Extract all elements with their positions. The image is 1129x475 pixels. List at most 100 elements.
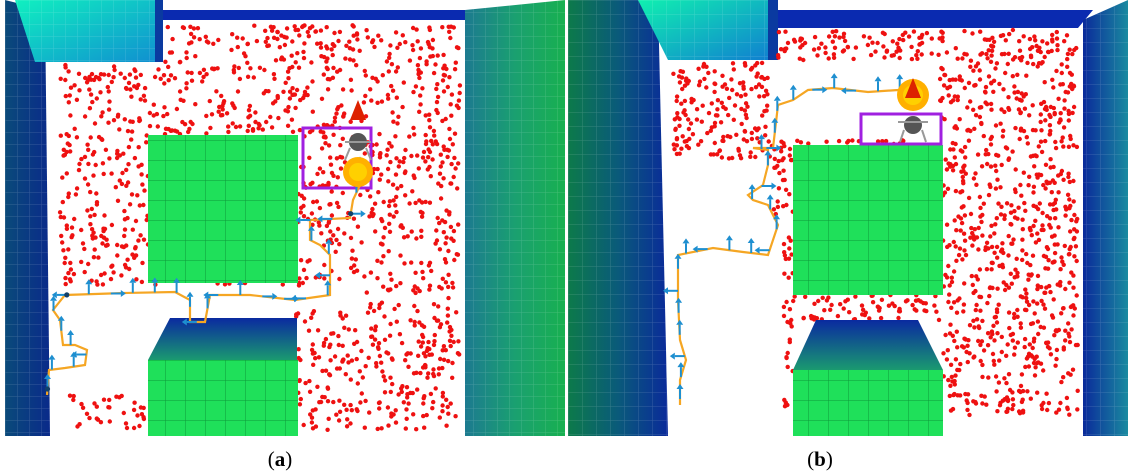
cloud-point xyxy=(1023,287,1028,292)
cloud-point xyxy=(943,332,948,338)
cloud-point xyxy=(72,216,77,222)
cloud-point xyxy=(369,334,375,339)
cloud-point xyxy=(72,83,77,88)
cloud-point xyxy=(999,107,1004,112)
cloud-point xyxy=(365,310,371,315)
cloud-point xyxy=(376,33,381,38)
cloud-point xyxy=(329,331,334,336)
cloud-point xyxy=(1071,236,1076,242)
cloud-point xyxy=(832,45,838,50)
cloud-point xyxy=(237,76,243,82)
cloud-point xyxy=(1059,379,1064,385)
cloud-point xyxy=(125,180,131,185)
cloud-point xyxy=(1068,372,1073,377)
cloud-point xyxy=(1025,389,1030,394)
cloud-point xyxy=(321,343,326,348)
trajectory-arrow xyxy=(676,384,684,399)
cloud-point xyxy=(371,308,377,314)
cloud-point xyxy=(1052,250,1058,256)
cloud-point xyxy=(686,126,692,132)
cloud-point xyxy=(1033,128,1038,133)
cloud-point xyxy=(92,121,98,126)
cloud-point xyxy=(909,56,915,62)
cloud-point xyxy=(141,237,147,242)
cloud-point xyxy=(996,380,1002,385)
cloud-point xyxy=(1006,157,1011,162)
cloud-point xyxy=(943,272,948,278)
cloud-point xyxy=(738,156,744,161)
cloud-point xyxy=(993,163,998,168)
cloud-point xyxy=(738,94,744,99)
cloud-point xyxy=(1010,397,1016,402)
cloud-point xyxy=(998,212,1004,217)
cloud-point xyxy=(1030,345,1035,351)
cloud-point xyxy=(435,215,440,221)
cloud-point xyxy=(781,168,786,173)
cloud-point xyxy=(335,107,340,112)
cloud-point xyxy=(313,29,318,34)
cloud-point xyxy=(718,120,724,125)
cloud-point xyxy=(765,103,770,108)
cloud-point xyxy=(720,73,725,79)
cloud-point xyxy=(712,81,717,86)
cloud-point xyxy=(1010,149,1015,154)
cloud-point xyxy=(331,132,336,137)
cloud-point xyxy=(409,260,414,265)
cloud-point xyxy=(967,412,972,418)
cloud-point xyxy=(1059,255,1064,260)
cloud-point xyxy=(801,315,806,321)
cloud-point xyxy=(1068,203,1073,209)
cloud-point xyxy=(416,353,421,358)
cloud-point xyxy=(1015,340,1020,345)
cloud-point xyxy=(456,98,462,103)
cloud-point xyxy=(1025,141,1030,146)
cloud-point xyxy=(435,82,440,87)
cloud-point xyxy=(1016,388,1022,394)
cloud-point xyxy=(973,171,978,176)
cloud-point xyxy=(427,112,432,117)
cloud-point xyxy=(412,284,417,289)
cloud-point xyxy=(674,143,680,148)
cloud-point xyxy=(337,366,342,371)
cloud-point xyxy=(985,331,991,336)
cloud-point xyxy=(66,69,71,74)
cloud-point xyxy=(965,105,970,110)
cloud-point xyxy=(393,134,398,139)
cloud-point xyxy=(63,62,68,68)
cloud-point xyxy=(836,138,842,144)
cloud-point xyxy=(1062,98,1067,103)
cloud-point xyxy=(994,152,999,158)
cloud-point xyxy=(84,80,90,85)
cloud-point xyxy=(1011,402,1016,408)
cloud-point xyxy=(401,80,406,85)
cloud-point xyxy=(344,407,349,412)
cloud-point xyxy=(162,105,167,110)
cloud-point xyxy=(289,117,295,122)
cloud-point xyxy=(100,241,105,246)
cloud-point xyxy=(686,78,691,84)
cloud-point xyxy=(798,140,804,145)
cloud-point xyxy=(332,119,337,124)
cloud-point xyxy=(753,154,758,160)
cloud-point xyxy=(398,281,403,286)
cloud-point xyxy=(289,53,294,58)
cloud-point xyxy=(1049,234,1055,239)
trajectory-arrow xyxy=(675,297,683,313)
cloud-point xyxy=(122,208,127,214)
cloud-point xyxy=(948,408,954,413)
cloud-point xyxy=(948,147,953,152)
cloud-point xyxy=(1035,206,1041,212)
cloud-point xyxy=(993,374,999,379)
cloud-point xyxy=(882,55,887,60)
cloud-point xyxy=(1010,74,1015,79)
cloud-point xyxy=(962,336,967,341)
cloud-point xyxy=(335,226,341,232)
cloud-point xyxy=(973,113,979,118)
cloud-point xyxy=(697,79,703,84)
cloud-point xyxy=(870,300,876,305)
trajectory-arrow xyxy=(764,150,772,166)
cloud-point xyxy=(235,89,241,94)
trajectory-arrow xyxy=(186,291,194,307)
cloud-point xyxy=(71,393,76,399)
cloud-point xyxy=(870,40,875,45)
